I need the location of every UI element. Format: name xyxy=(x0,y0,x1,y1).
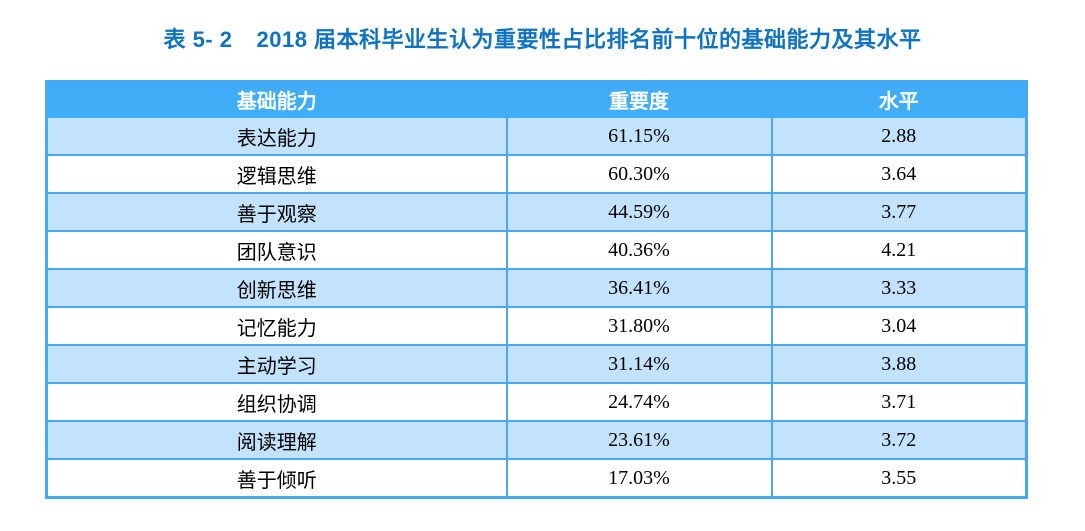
table-row: 创新思维 36.41% 3.33 xyxy=(45,268,1028,308)
cell-level: 3.77 xyxy=(770,192,1028,232)
table-row: 表达能力 61.15% 2.88 xyxy=(45,116,1028,156)
cell-importance: 44.59% xyxy=(505,192,773,232)
cell-importance: 24.74% xyxy=(505,382,773,422)
cell-importance: 31.80% xyxy=(505,306,773,346)
table-row: 团队意识 40.36% 4.21 xyxy=(45,230,1028,270)
cell-importance: 60.30% xyxy=(505,154,773,194)
cell-ability: 创新思维 xyxy=(45,268,508,308)
cell-level: 3.33 xyxy=(770,268,1028,308)
header-level: 水平 xyxy=(770,80,1028,118)
abilities-table: 基础能力 重要度 水平 表达能力 61.15% 2.88 逻辑思维 60.30%… xyxy=(45,80,1028,499)
cell-ability: 团队意识 xyxy=(45,230,508,270)
cell-level: 3.55 xyxy=(770,458,1028,499)
table-row: 阅读理解 23.61% 3.72 xyxy=(45,420,1028,460)
cell-importance: 17.03% xyxy=(505,458,773,499)
cell-ability: 记忆能力 xyxy=(45,306,508,346)
table-row: 主动学习 31.14% 3.88 xyxy=(45,344,1028,384)
cell-level: 3.72 xyxy=(770,420,1028,460)
cell-ability: 善于倾听 xyxy=(45,458,508,499)
table-title: 表 5- 2 2018 届本科毕业生认为重要性占比排名前十位的基础能力及其水平 xyxy=(0,22,1085,54)
cell-ability: 主动学习 xyxy=(45,344,508,384)
cell-ability: 逻辑思维 xyxy=(45,154,508,194)
cell-level: 3.88 xyxy=(770,344,1028,384)
table-number-label: 表 5- 2 xyxy=(163,27,233,52)
table-row: 善于观察 44.59% 3.77 xyxy=(45,192,1028,232)
header-row: 基础能力 重要度 水平 xyxy=(45,80,1028,118)
cell-importance: 40.36% xyxy=(505,230,773,270)
cell-importance: 61.15% xyxy=(505,116,773,156)
cell-level: 3.64 xyxy=(770,154,1028,194)
header-ability: 基础能力 xyxy=(45,80,508,118)
cell-level: 4.21 xyxy=(770,230,1028,270)
table-row: 逻辑思维 60.30% 3.64 xyxy=(45,154,1028,194)
table-row: 记忆能力 31.80% 3.04 xyxy=(45,306,1028,346)
table-row: 组织协调 24.74% 3.71 xyxy=(45,382,1028,422)
cell-level: 3.04 xyxy=(770,306,1028,346)
cell-importance: 23.61% xyxy=(505,420,773,460)
cell-ability: 组织协调 xyxy=(45,382,508,422)
cell-ability: 表达能力 xyxy=(45,116,508,156)
cell-level: 2.88 xyxy=(770,116,1028,156)
cell-importance: 36.41% xyxy=(505,268,773,308)
cell-importance: 31.14% xyxy=(505,344,773,384)
cell-level: 3.71 xyxy=(770,382,1028,422)
cell-ability: 善于观察 xyxy=(45,192,508,232)
header-importance: 重要度 xyxy=(505,80,773,118)
table-title-text: 2018 届本科毕业生认为重要性占比排名前十位的基础能力及其水平 xyxy=(256,27,922,52)
cell-ability: 阅读理解 xyxy=(45,420,508,460)
page: 表 5- 2 2018 届本科毕业生认为重要性占比排名前十位的基础能力及其水平 基… xyxy=(0,22,1085,531)
table-row: 善于倾听 17.03% 3.55 xyxy=(45,458,1028,499)
